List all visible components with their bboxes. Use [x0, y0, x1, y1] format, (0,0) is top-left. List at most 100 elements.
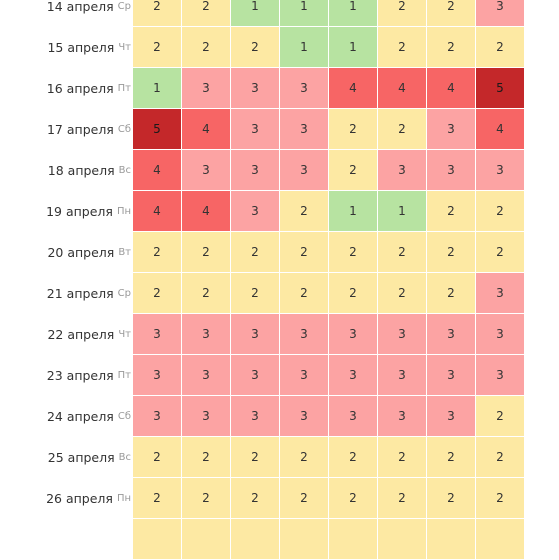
level-cell: 2 [280, 437, 328, 477]
forecast-row: 16 апреля Пт 1 3 3 3 4 4 4 5 [0, 68, 559, 109]
level-cell [476, 519, 524, 559]
level-cell: 3 [329, 314, 377, 354]
level-cell: 3 [476, 355, 524, 395]
date-label: 19 апреля Пн [0, 191, 133, 232]
level-cell: 2 [231, 437, 279, 477]
level-cell: 3 [231, 109, 279, 149]
date-text: 19 апреля [46, 204, 113, 219]
level-cell: 2 [378, 273, 426, 313]
weekday-text: Сб [117, 411, 131, 422]
level-cell: 1 [329, 27, 377, 67]
level-cell: 2 [182, 478, 230, 518]
forecast-row: 17 апреля Сб 5 4 3 3 2 2 3 4 [0, 109, 559, 150]
weekday-text: Вс [118, 452, 131, 463]
level-cell [427, 519, 475, 559]
date-label: 22 апреля Чт [0, 314, 133, 355]
weekday-text: Чт [118, 42, 131, 53]
level-cell: 3 [427, 355, 475, 395]
date-text: 23 апреля [46, 368, 114, 383]
level-cell: 3 [329, 355, 377, 395]
level-cell: 2 [378, 109, 426, 149]
level-cell: 2 [182, 273, 230, 313]
level-cell: 4 [378, 68, 426, 108]
date-label: 17 апреля Сб [0, 109, 133, 150]
level-cell: 2 [476, 191, 524, 231]
level-cell: 2 [133, 232, 181, 272]
level-cell [280, 519, 328, 559]
level-cell: 3 [329, 396, 377, 436]
level-cell: 2 [133, 273, 181, 313]
date-label: 20 апреля Вт [0, 232, 133, 273]
level-cell: 2 [329, 273, 377, 313]
forecast-row: 22 апреля Чт 3 3 3 3 3 3 3 3 [0, 314, 559, 355]
date-label: 14 апреля Ср [0, 0, 133, 27]
weekday-text: Сб [117, 124, 131, 135]
level-cell: 3 [378, 355, 426, 395]
date-label: 21 апреля Ср [0, 273, 133, 314]
weekday-text: Чт [118, 329, 131, 340]
level-cell: 1 [280, 27, 328, 67]
level-cell [231, 519, 279, 559]
level-cell: 3 [231, 396, 279, 436]
forecast-row: 14 апреля Ср 2 2 1 1 1 2 2 3 [0, 0, 559, 27]
level-cell: 4 [476, 109, 524, 149]
weekday-text: Ср [117, 1, 131, 12]
level-cell: 1 [231, 0, 279, 26]
level-cell: 2 [133, 0, 181, 26]
level-cell: 2 [133, 437, 181, 477]
level-cell: 2 [378, 232, 426, 272]
level-cell: 3 [133, 396, 181, 436]
level-cell: 3 [231, 314, 279, 354]
forecast-row: 25 апреля Вс 2 2 2 2 2 2 2 2 [0, 437, 559, 478]
level-cell: 2 [182, 232, 230, 272]
level-cell: 2 [378, 478, 426, 518]
level-cell: 1 [280, 0, 328, 26]
date-label [0, 519, 133, 560]
level-cell: 3 [427, 396, 475, 436]
level-cell: 3 [280, 355, 328, 395]
date-text: 18 апреля [47, 163, 115, 178]
level-cell: 2 [133, 478, 181, 518]
date-label: 24 апреля Сб [0, 396, 133, 437]
level-cell: 3 [378, 314, 426, 354]
level-cell: 2 [476, 396, 524, 436]
forecast-row-partial [0, 519, 559, 560]
level-cell: 2 [329, 437, 377, 477]
level-cell: 3 [231, 355, 279, 395]
level-cell: 3 [427, 150, 475, 190]
level-cell [329, 519, 377, 559]
level-cell [133, 519, 181, 559]
level-cell: 2 [427, 232, 475, 272]
level-cell: 3 [182, 355, 230, 395]
level-cell: 3 [280, 396, 328, 436]
forecast-row: 15 апреля Чт 2 2 2 1 1 2 2 2 [0, 27, 559, 68]
level-cell: 2 [231, 478, 279, 518]
weekday-text: Пт [117, 83, 131, 94]
level-cell: 2 [427, 0, 475, 26]
level-cell: 4 [133, 150, 181, 190]
level-cell: 3 [378, 396, 426, 436]
level-cell: 2 [231, 232, 279, 272]
level-cell: 4 [329, 68, 377, 108]
level-cell: 2 [378, 437, 426, 477]
level-cell: 2 [280, 478, 328, 518]
level-cell: 2 [329, 109, 377, 149]
weekday-text: Вс [118, 165, 131, 176]
level-cell: 3 [378, 150, 426, 190]
level-cell: 2 [476, 27, 524, 67]
level-cell: 4 [182, 191, 230, 231]
level-cell: 3 [280, 68, 328, 108]
level-cell: 2 [280, 191, 328, 231]
level-cell: 2 [280, 232, 328, 272]
level-cell: 2 [329, 478, 377, 518]
weekday-text: Ср [117, 288, 131, 299]
weekday-text: Пн [116, 206, 131, 217]
level-cell: 2 [231, 273, 279, 313]
forecast-row: 18 апреля Вс 4 3 3 3 2 3 3 3 [0, 150, 559, 191]
level-cell: 2 [427, 27, 475, 67]
level-cell: 4 [427, 68, 475, 108]
date-text: 26 апреля [46, 491, 113, 506]
level-cell: 4 [182, 109, 230, 149]
level-cell: 1 [329, 0, 377, 26]
date-label: 26 апреля Пн [0, 478, 133, 519]
